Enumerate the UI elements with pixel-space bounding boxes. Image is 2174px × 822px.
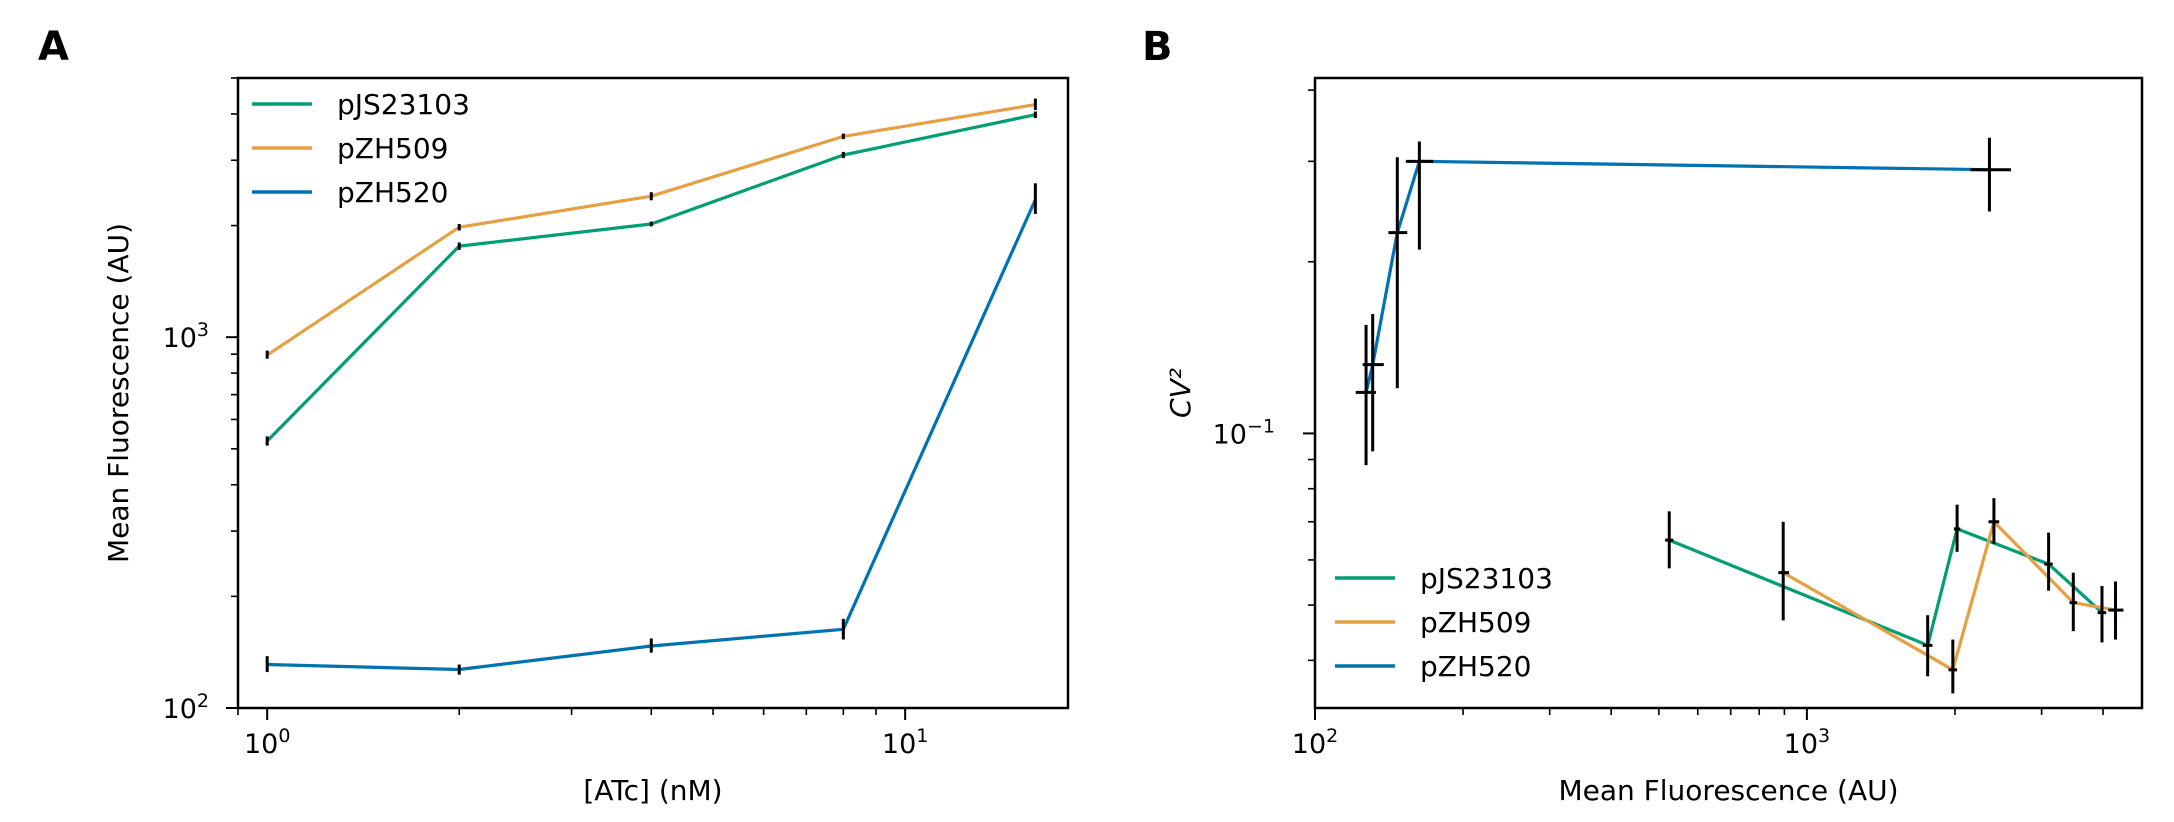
legend-label: pZH509 [1420,606,1531,639]
panel-b-letter: B [1142,24,1173,70]
series-line-pJS23103 [1668,527,2104,647]
x-tick-label: 100 [244,725,290,760]
x-axis-label: [ATc] (nM) [583,774,722,807]
legend-label: pJS23103 [1420,562,1553,595]
plot-frame [1313,76,2144,710]
y-axis-label: CV² [1164,368,1197,418]
series-line-pZH520 [267,198,1037,672]
panel-a-letter: A [38,24,69,70]
x-axis-label: Mean Fluorescence (AU) [1558,774,1898,807]
y-tick-label: 10−1 [1213,415,1275,450]
legend-label: pZH520 [1420,650,1531,683]
y-axis-label: Mean Fluorescence (AU) [102,223,135,563]
chart-b: 102 103 10−1 Mean Fluorescence (AU) CV² pJS23… [1164,76,2144,807]
series-line-pZH520 [1364,159,1990,393]
y-tick-label: 102 [163,690,209,725]
legend-label: pZH509 [337,132,448,165]
legend-label: pZH520 [337,176,448,209]
x-tick-label: 101 [882,725,928,760]
y-tick-label: 103 [163,319,209,354]
x-tick-label: 102 [1292,725,1338,760]
chart-a: 100 101 102 103 [ATc] (nM) Mean Fluorescence … [102,76,1070,807]
x-tick-label: 103 [1784,725,1830,760]
plot-frame [236,76,1070,710]
legend-label: pJS23103 [337,88,470,121]
legend: pJS23103 pZH509 pZH520 [252,88,470,209]
legend: pJS23103 pZH509 pZH520 [1335,562,1553,683]
series-line-pZH509 [1782,520,2116,672]
